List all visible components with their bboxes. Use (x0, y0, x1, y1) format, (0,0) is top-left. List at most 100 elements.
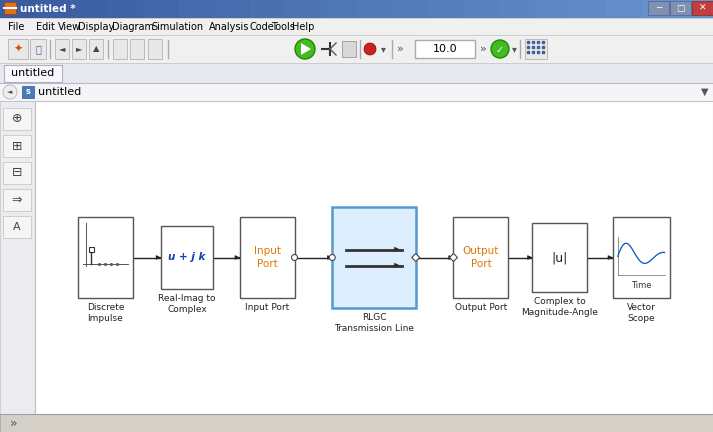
FancyBboxPatch shape (3, 108, 31, 130)
Bar (392, 0, 429, 18)
FancyBboxPatch shape (612, 217, 670, 298)
Text: Vector
Scope: Vector Scope (627, 303, 656, 323)
Circle shape (292, 254, 297, 260)
Bar (143, 0, 179, 18)
Bar (36, 0, 72, 18)
Text: »: » (10, 416, 18, 429)
Bar (342, 41, 356, 57)
Bar (88, 247, 93, 251)
Text: Code: Code (249, 22, 274, 32)
Bar (0, 414, 713, 432)
Bar (8, 39, 28, 59)
Bar (570, 0, 607, 18)
Bar (0, 101, 35, 414)
Text: »: » (480, 44, 486, 54)
Bar (0, 18, 713, 35)
Bar (321, 0, 357, 18)
Bar (428, 0, 464, 18)
Bar (148, 39, 162, 59)
Text: ▾: ▾ (511, 44, 516, 54)
Text: ▲: ▲ (93, 44, 99, 54)
Bar (4, 2, 16, 14)
Text: Real-Imag to
Complex: Real-Imag to Complex (158, 294, 216, 314)
Text: Time: Time (631, 281, 652, 290)
Bar (677, 0, 713, 18)
Circle shape (491, 40, 509, 58)
Text: ✕: ✕ (699, 3, 707, 13)
Bar (525, 39, 547, 59)
Text: s: s (26, 88, 31, 96)
Circle shape (295, 39, 315, 59)
Text: untitled *: untitled * (20, 4, 76, 14)
Bar (250, 0, 286, 18)
Text: Input
Port: Input Port (254, 246, 281, 269)
Bar (285, 0, 322, 18)
Bar (130, 39, 144, 59)
Text: File: File (8, 22, 24, 32)
Bar (107, 0, 143, 18)
Bar (692, 1, 713, 15)
Text: Edit: Edit (36, 22, 55, 32)
Text: untitled: untitled (38, 87, 81, 97)
Text: □: □ (676, 3, 684, 13)
Text: ⊞: ⊞ (11, 140, 22, 152)
FancyBboxPatch shape (3, 162, 31, 184)
Text: 💾: 💾 (35, 44, 41, 54)
Bar (0, 35, 713, 63)
Bar (606, 0, 642, 18)
Text: ▼: ▼ (702, 87, 709, 97)
Bar (0, 63, 713, 83)
FancyBboxPatch shape (3, 216, 31, 238)
FancyBboxPatch shape (332, 207, 416, 308)
Bar (0, 101, 713, 416)
Bar (55, 39, 69, 59)
Text: ─: ─ (656, 3, 661, 13)
Text: ◄: ◄ (58, 44, 66, 54)
Text: »: » (396, 44, 404, 54)
FancyBboxPatch shape (3, 135, 31, 157)
FancyBboxPatch shape (4, 65, 62, 82)
FancyBboxPatch shape (161, 226, 213, 289)
FancyBboxPatch shape (78, 217, 133, 298)
Text: ✦: ✦ (14, 44, 23, 54)
Bar (642, 0, 678, 18)
Bar (178, 0, 215, 18)
Text: ⊟: ⊟ (11, 166, 22, 180)
Polygon shape (301, 43, 311, 55)
Bar (356, 0, 393, 18)
Text: Complex to
Magnitude-Angle: Complex to Magnitude-Angle (521, 297, 598, 317)
Text: 10.0: 10.0 (433, 44, 457, 54)
Circle shape (3, 85, 17, 99)
Text: Input Port: Input Port (245, 303, 289, 312)
Polygon shape (449, 254, 458, 261)
Bar (89, 39, 103, 59)
Text: ⇒: ⇒ (11, 194, 22, 206)
Text: View: View (58, 22, 81, 32)
Text: ⊕: ⊕ (11, 112, 22, 126)
Polygon shape (411, 254, 420, 261)
Circle shape (364, 43, 376, 55)
Text: Help: Help (292, 22, 314, 32)
FancyBboxPatch shape (533, 223, 587, 292)
Bar (71, 0, 108, 18)
Bar (463, 0, 500, 18)
Bar (30, 39, 46, 59)
Text: Simulation: Simulation (151, 22, 203, 32)
Bar (535, 0, 571, 18)
Text: ▾: ▾ (381, 44, 386, 54)
Text: Analysis: Analysis (209, 22, 250, 32)
Text: ✓: ✓ (496, 45, 504, 55)
Bar (499, 0, 535, 18)
Text: ◄: ◄ (7, 89, 13, 95)
Bar (35, 101, 713, 414)
Bar (0, 83, 713, 101)
Text: Output
Port: Output Port (463, 246, 499, 269)
Text: u + j k: u + j k (168, 252, 205, 263)
Bar (72, 39, 86, 59)
FancyBboxPatch shape (240, 217, 294, 298)
Text: untitled: untitled (11, 68, 55, 78)
FancyBboxPatch shape (3, 189, 31, 211)
Text: A: A (13, 222, 21, 232)
Bar (22, 86, 34, 98)
Text: Output Port: Output Port (455, 303, 507, 312)
